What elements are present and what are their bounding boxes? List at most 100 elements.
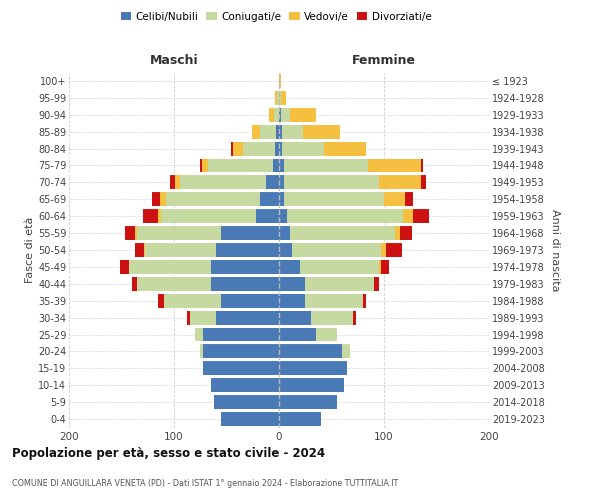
Bar <box>274 108 279 122</box>
Text: COMUNE DI ANGUILLARA VENETA (PD) - Dati ISTAT 1° gennaio 2024 - Elaborazione TUT: COMUNE DI ANGUILLARA VENETA (PD) - Dati … <box>12 479 398 488</box>
Bar <box>158 294 163 308</box>
Bar <box>400 226 412 240</box>
Bar <box>216 243 279 257</box>
Bar <box>284 158 368 172</box>
Bar <box>305 277 373 290</box>
Bar <box>170 176 175 190</box>
Bar <box>203 328 279 342</box>
Bar <box>282 124 303 138</box>
Bar <box>279 310 311 324</box>
Bar <box>379 176 421 190</box>
Bar <box>279 108 281 122</box>
Bar <box>211 260 279 274</box>
Bar <box>279 328 316 342</box>
Bar <box>279 294 305 308</box>
Bar <box>121 260 129 274</box>
Bar <box>279 226 290 240</box>
Bar <box>200 344 203 358</box>
Bar <box>279 412 321 426</box>
Bar <box>279 277 305 290</box>
Bar <box>303 124 340 138</box>
Bar <box>279 74 281 88</box>
Bar <box>279 91 281 105</box>
Bar <box>275 142 279 156</box>
Bar <box>272 158 279 172</box>
Bar <box>269 108 274 122</box>
Bar <box>279 260 300 274</box>
Bar <box>152 192 160 206</box>
Bar <box>203 344 279 358</box>
Bar <box>305 294 363 308</box>
Bar <box>284 176 379 190</box>
Bar <box>403 210 413 223</box>
Bar <box>386 243 402 257</box>
Bar <box>284 192 384 206</box>
Bar <box>266 176 279 190</box>
Bar <box>413 210 429 223</box>
Bar <box>277 91 279 105</box>
Bar <box>279 142 282 156</box>
Bar <box>311 310 353 324</box>
Bar <box>281 108 290 122</box>
Bar <box>143 243 145 257</box>
Bar <box>324 142 366 156</box>
Bar <box>279 362 347 376</box>
Bar <box>316 328 337 342</box>
Bar <box>421 176 426 190</box>
Bar <box>132 277 137 290</box>
Bar <box>137 226 221 240</box>
Bar <box>216 310 279 324</box>
Bar <box>244 142 275 156</box>
Bar <box>135 243 143 257</box>
Bar <box>405 192 413 206</box>
Bar <box>279 192 284 206</box>
Bar <box>135 226 137 240</box>
Bar <box>211 378 279 392</box>
Bar <box>300 260 379 274</box>
Bar <box>163 294 221 308</box>
Bar <box>145 243 216 257</box>
Bar <box>190 310 216 324</box>
Bar <box>279 176 284 190</box>
Bar <box>290 226 395 240</box>
Bar <box>279 243 292 257</box>
Bar <box>233 142 244 156</box>
Bar <box>181 176 266 190</box>
Bar <box>281 91 286 105</box>
Legend: Celibi/Nubili, Coniugati/e, Vedovi/e, Divorziati/e: Celibi/Nubili, Coniugati/e, Vedovi/e, Di… <box>116 8 436 26</box>
Bar <box>175 176 181 190</box>
Text: Maschi: Maschi <box>149 54 199 68</box>
Bar <box>421 158 423 172</box>
Bar <box>187 310 190 324</box>
Bar <box>256 210 279 223</box>
Bar <box>231 142 233 156</box>
Bar <box>379 260 381 274</box>
Bar <box>160 192 166 206</box>
Bar <box>129 260 211 274</box>
Bar <box>279 344 342 358</box>
Bar <box>161 210 256 223</box>
Bar <box>221 412 279 426</box>
Bar <box>214 395 279 409</box>
Bar <box>221 294 279 308</box>
Bar <box>137 277 211 290</box>
Bar <box>252 124 260 138</box>
Bar <box>279 158 284 172</box>
Bar <box>203 362 279 376</box>
Bar <box>363 294 366 308</box>
Bar <box>279 378 344 392</box>
Bar <box>282 142 324 156</box>
Bar <box>287 210 403 223</box>
Bar <box>125 226 135 240</box>
Bar <box>276 124 279 138</box>
Bar <box>143 210 158 223</box>
Bar <box>373 277 379 290</box>
Bar <box>290 108 316 122</box>
Bar <box>260 192 279 206</box>
Bar <box>202 158 208 172</box>
Bar <box>395 226 400 240</box>
Bar <box>292 243 381 257</box>
Bar <box>200 158 202 172</box>
Bar <box>279 395 337 409</box>
Bar <box>368 158 421 172</box>
